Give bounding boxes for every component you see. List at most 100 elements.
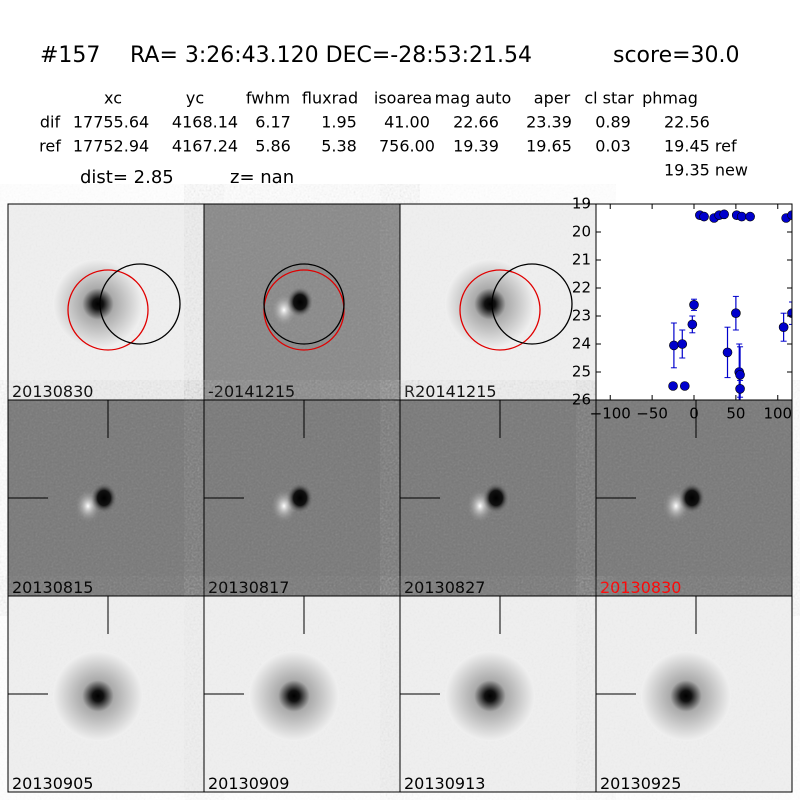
source [641,651,731,741]
stamp: 20130815 [7,399,205,597]
stamp-label: 20130817 [208,578,289,597]
stamp-label: 20130925 [600,774,681,793]
stamp: 20130827 [399,399,597,597]
stamp: 20130830 [595,399,793,597]
table-cell: 22.56 [664,113,710,132]
point [722,347,733,358]
point [677,339,688,349]
stamp: 20130905 [7,595,205,793]
column-header: mag auto [435,89,512,108]
source [53,651,143,741]
stamp: R20141215 [399,203,597,401]
point [731,308,741,319]
column-header: isoarea [374,89,432,108]
table-cell: dif [40,113,61,132]
x-tick-label: −50 [636,405,668,423]
stamp-frame [595,595,793,793]
plot-frame [595,203,793,401]
red-aperture [67,269,149,351]
source [445,259,535,349]
table-cell: 6.17 [255,113,291,132]
stamp-label: 20130830 [12,382,93,401]
table-cell: 19.65 [526,137,572,156]
stamp-label: 20130827 [404,578,485,597]
y-tick-label: 19 [572,195,591,213]
point [735,369,745,380]
point [787,210,792,220]
table-cell: 17755.64 [73,113,149,132]
point [719,209,729,220]
table-cell: 19.45 ref [664,137,737,156]
stamp-label: 20130909 [208,774,289,793]
new-mag: 19.35 new [664,161,748,180]
table-cell: 0.89 [595,113,631,132]
column-header: cl star [584,89,634,108]
negative-residual [91,483,117,513]
point [669,340,679,351]
column-header: phmag [642,89,698,108]
stamp-label: 20130913 [404,774,485,793]
y-tick-label: 21 [572,251,591,269]
table-cell: 0.03 [595,137,631,156]
x-tick-label: −100 [590,405,631,423]
table-cell: 22.66 [453,113,499,132]
stamp: -20141215 [203,203,401,401]
table-cell: 17752.94 [73,137,149,156]
table-cell: 5.86 [255,137,291,156]
y-tick-label: 26 [572,391,591,409]
score: score=30.0 [613,43,740,68]
stamp-label: -20141215 [208,382,295,401]
point [699,211,709,222]
stamp-label: 20130815 [12,578,93,597]
point [745,211,755,222]
source [53,259,143,349]
distance: dist= 2.85 [80,167,174,188]
table-cell: 1.95 [321,113,357,132]
y-tick-label: 24 [572,335,591,353]
table-cell: 19.39 [453,137,499,156]
point [687,319,698,330]
point [668,381,678,391]
black-aperture [263,263,345,345]
y-tick-label: 20 [572,223,591,241]
y-tick-label: 23 [572,307,591,325]
column-header: fwhm [246,89,290,108]
stamp: 20130830 [7,203,205,401]
candidate-id: #157 [40,43,100,68]
table-cell: 41.00 [384,113,430,132]
negative-residual [679,483,705,513]
point [735,383,745,394]
column-header: aper [534,89,571,108]
column-header: xc [104,89,122,108]
table-cell: ref [39,137,61,156]
negative-residual [287,287,313,317]
negative-residual [287,483,313,513]
stamp: 20130817 [203,399,401,597]
y-tick-label: 22 [572,279,591,297]
table-cell: 756.00 [379,137,435,156]
table-cell: 4167.24 [172,137,238,156]
point [736,211,747,222]
x-tick-label: 100 [763,405,792,423]
point [689,299,699,310]
point [679,381,690,391]
stamp: 20130909 [203,595,401,793]
red-aperture [459,269,541,351]
point [778,322,789,333]
stamp: 20130913 [399,595,597,793]
stamp-label: R20141215 [404,382,497,401]
plot-area [668,209,792,400]
table-cell: 5.38 [321,137,357,156]
column-header: yc [186,89,204,108]
redshift: z= nan [230,167,294,188]
source [445,651,535,741]
y-tick-label: 25 [572,363,591,381]
table-cell: 23.39 [526,113,572,132]
stamp: 20130925 [595,595,793,793]
table-cell: 4168.14 [172,113,238,132]
black-aperture [491,263,573,345]
x-tick-label: 0 [689,405,699,423]
stamp-label: 20130830 [600,578,681,597]
